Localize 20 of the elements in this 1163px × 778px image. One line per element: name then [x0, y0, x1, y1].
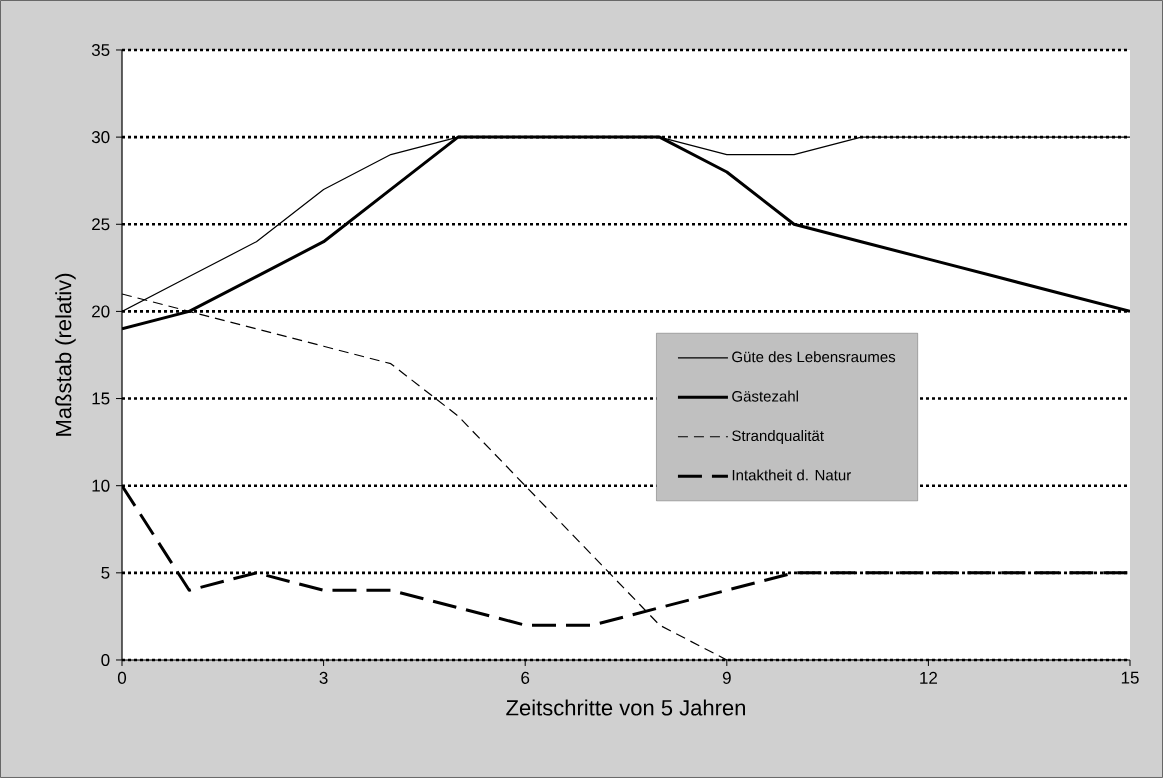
y-tick-label: 5	[101, 566, 110, 579]
y-tick-label: 25	[92, 218, 110, 231]
x-tick-label: 0	[117, 671, 127, 684]
legend-label: Intaktheit d. Natur	[732, 469, 851, 481]
y-tick-label: 30	[91, 131, 110, 144]
x-axis-title: Zeitschritte von 5 Jahren	[506, 699, 745, 716]
y-tick-label: 35	[91, 43, 110, 57]
x-tick-label: 9	[722, 671, 731, 684]
legend-label: Gästezahl	[732, 390, 798, 402]
y-tick-label: 20	[92, 305, 110, 318]
x-tick-label: 6	[521, 671, 530, 684]
y-tick-label: 15	[92, 392, 110, 405]
y-tick-label: 0	[101, 653, 110, 667]
y-axis-title: Maßstab (relativ)	[55, 273, 76, 436]
x-tick-label: 12	[920, 671, 937, 684]
legend-label: Güte des Lebensraumes	[732, 351, 896, 363]
y-tick-label: 10	[92, 479, 110, 492]
x-tick-label: 3	[319, 671, 328, 684]
x-tick-label: 15	[1121, 671, 1139, 684]
legend-label: Strandqualität	[732, 430, 824, 445]
